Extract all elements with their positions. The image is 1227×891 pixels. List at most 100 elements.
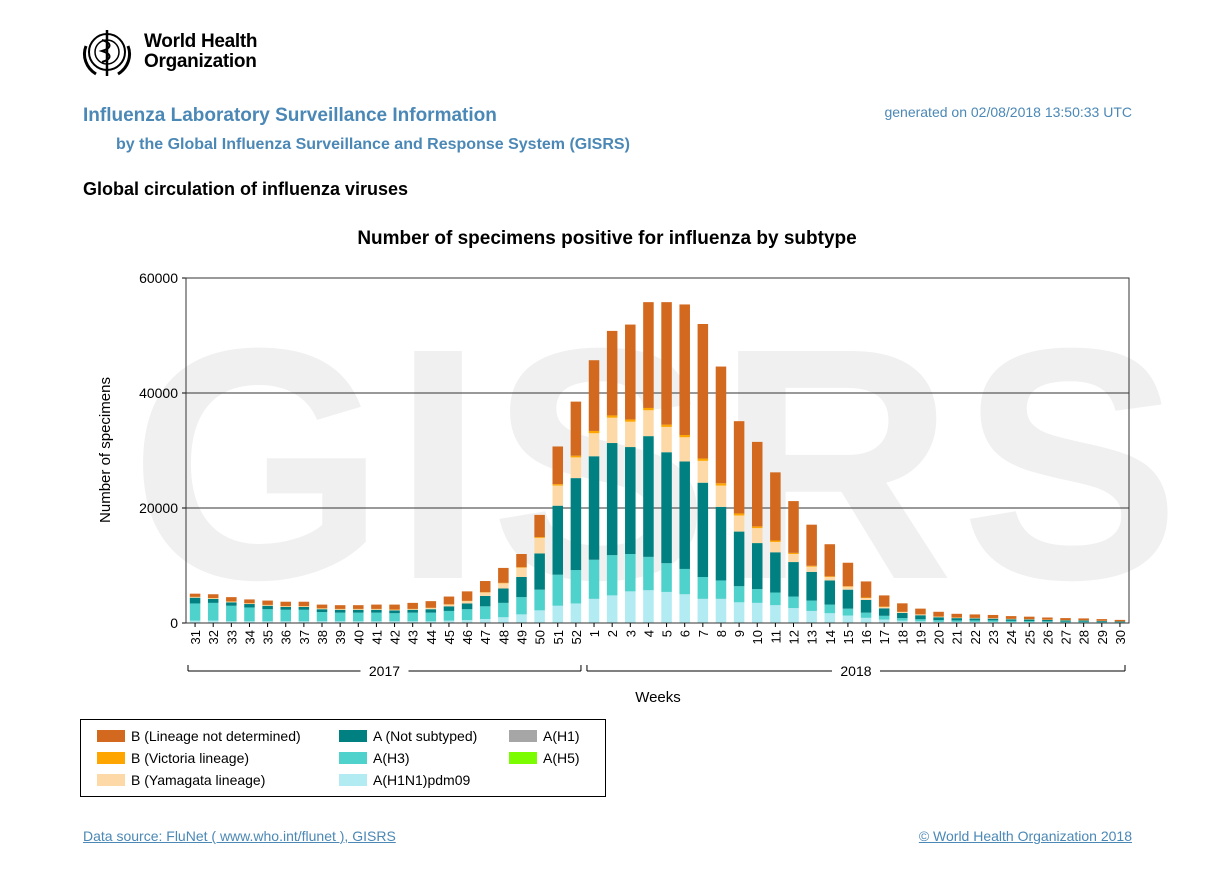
- bar-segment: [661, 591, 672, 623]
- bar-segment: [788, 552, 799, 554]
- bar-segment: [860, 617, 872, 623]
- bar-segment: [788, 501, 799, 553]
- bar-segment: [788, 608, 799, 623]
- legend-swatch: [97, 774, 125, 786]
- who-logo-text: World Health Organization: [144, 32, 258, 72]
- bar-segment: [969, 621, 981, 623]
- bar-segment: [987, 620, 999, 622]
- bar-segment: [806, 610, 817, 623]
- bar-segment: [189, 597, 201, 604]
- x-tick-label: 41: [369, 630, 384, 644]
- data-source-link[interactable]: Data source: FluNet ( www.who.int/flunet…: [83, 828, 396, 844]
- bar-segment: [244, 607, 255, 622]
- chart-title: Number of specimens positive for influen…: [357, 228, 856, 249]
- bar-segment: [606, 330, 618, 416]
- bar-segment: [443, 620, 455, 623]
- bar-segment: [207, 594, 219, 598]
- plot-frame: [185, 277, 1130, 624]
- bar-segment: [316, 604, 328, 609]
- bar-segment: [461, 620, 473, 623]
- bar-segment: [226, 602, 237, 606]
- report-subtitle: by the Global Influenza Surveillance and…: [116, 136, 630, 153]
- bar-segment: [697, 458, 709, 461]
- bar-segment: [643, 302, 654, 408]
- x-tick-label: 31: [188, 630, 203, 644]
- x-tick-label: 16: [859, 630, 874, 644]
- bar-segment: [425, 608, 437, 610]
- bar-segment: [534, 537, 545, 554]
- x-tick-label: 13: [805, 630, 820, 644]
- bar-segment: [806, 565, 817, 567]
- legend-item-b-yamagata: B (Yamagata lineage): [97, 772, 265, 790]
- x-tick-label: 14: [823, 630, 838, 644]
- bar-segment: [407, 609, 418, 610]
- bar-segment: [751, 543, 763, 590]
- bar-segment: [207, 598, 219, 603]
- bar-segment: [897, 603, 908, 612]
- bar-segment: [244, 621, 255, 623]
- bar-segment: [353, 621, 364, 623]
- generated-timestamp: generated on 02/08/2018 13:50:33 UTC: [884, 104, 1132, 120]
- x-tick-label: 19: [913, 630, 928, 644]
- x-tick-label: 7: [696, 630, 711, 637]
- bar-segment: [824, 580, 836, 605]
- bar-segment: [461, 591, 473, 601]
- x-tick-label: 24: [1004, 630, 1019, 644]
- bar-segment: [588, 598, 600, 623]
- bar-segment: [661, 452, 672, 564]
- bar-segment: [280, 606, 291, 607]
- bar-segment: [298, 609, 310, 622]
- bar-segment: [189, 597, 201, 598]
- bar-segment: [606, 555, 618, 596]
- x-tick-label: 1: [587, 630, 602, 637]
- bar-segment: [1005, 616, 1017, 619]
- x-tick-label: 22: [968, 630, 983, 644]
- bar-segment: [353, 605, 364, 609]
- bar-segment: [407, 609, 418, 613]
- bar-segment: [371, 612, 382, 622]
- bar-segment: [479, 618, 491, 623]
- bar-segment: [878, 606, 890, 609]
- bar-segment: [1060, 618, 1071, 621]
- bar-segment: [697, 460, 709, 483]
- bar-segment: [425, 621, 437, 623]
- bar-segment: [316, 612, 328, 622]
- bar-segment: [189, 620, 201, 623]
- bar-segment: [806, 566, 817, 572]
- logo-text-line2: Organization: [144, 51, 257, 72]
- bar-segment: [334, 605, 346, 609]
- bar-segment: [1060, 621, 1071, 623]
- bar-segment: [189, 593, 201, 597]
- legend-item-b-victoria: B (Victoria lineage): [97, 750, 249, 768]
- bar-segment: [606, 415, 618, 418]
- bar-segment: [479, 592, 491, 596]
- bar-segment: [371, 621, 382, 623]
- bar-segment: [987, 621, 999, 623]
- bar-segment: [516, 554, 527, 568]
- bar-segment: [516, 597, 527, 615]
- bar-segment: [570, 478, 582, 571]
- legend-item-a-h1: A(H1): [509, 728, 580, 746]
- x-tick-label: 8: [714, 630, 729, 637]
- copyright-link[interactable]: © World Health Organization 2018: [918, 828, 1132, 844]
- bar-segment: [353, 612, 364, 622]
- bar-segment: [588, 559, 600, 599]
- bar-segment: [951, 618, 962, 621]
- bar-segment: [625, 421, 636, 448]
- bar-segment: [697, 482, 709, 577]
- x-tick-label: 34: [242, 630, 257, 644]
- x-tick-label: 17: [877, 630, 892, 644]
- bar-segment: [1024, 620, 1035, 623]
- bar-segment: [697, 577, 709, 599]
- bar-segment: [878, 615, 890, 620]
- bar-segment: [244, 604, 255, 608]
- bar-segment: [987, 618, 999, 621]
- bar-segment: [226, 601, 237, 603]
- x-tick-label: 47: [478, 630, 493, 644]
- x-tick-label: 44: [424, 630, 439, 644]
- bar-segment: [588, 433, 600, 457]
- bar-segment: [262, 605, 273, 606]
- bar-segment: [715, 366, 727, 484]
- x-tick-label: 25: [1022, 630, 1037, 644]
- bar-segment: [715, 580, 727, 599]
